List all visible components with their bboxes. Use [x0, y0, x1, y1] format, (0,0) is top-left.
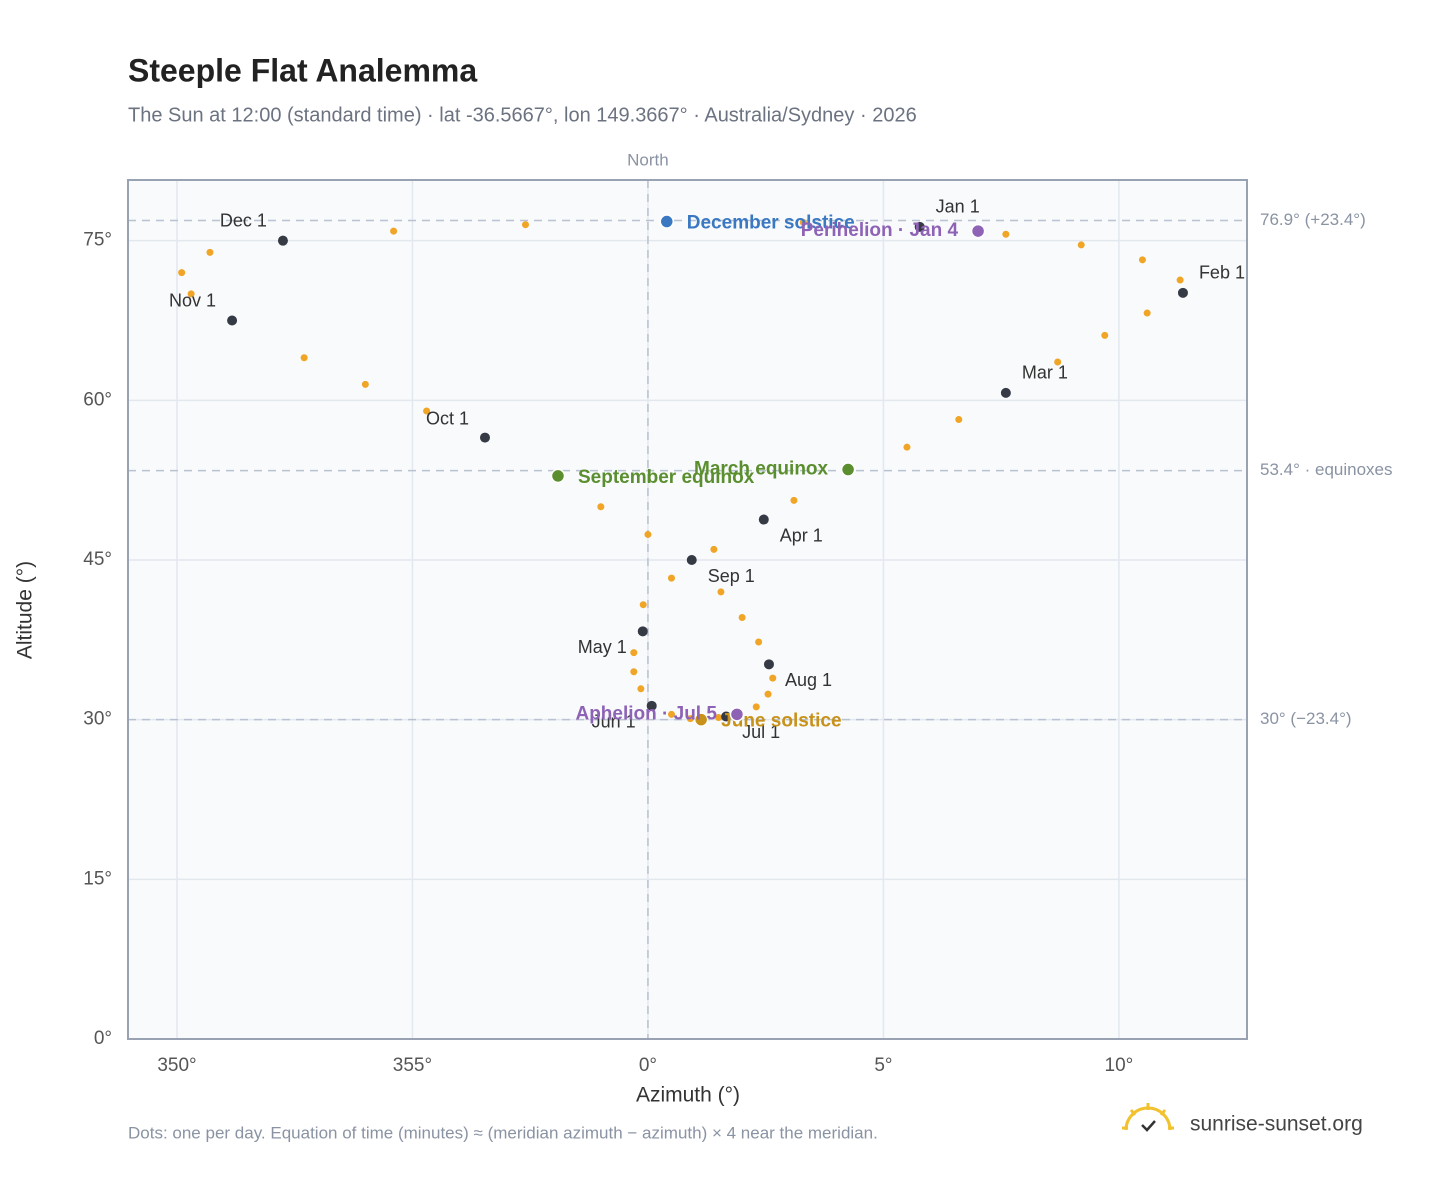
y-tick-label: 75°	[83, 230, 112, 251]
day-dot	[686, 715, 694, 723]
y-tick-label: 60°	[83, 389, 112, 410]
plot-frame	[127, 179, 1248, 1040]
day-dot	[1077, 241, 1085, 249]
event-label: September equinox	[578, 467, 755, 488]
day-dot	[1002, 230, 1010, 238]
day-dot	[790, 496, 798, 504]
day-dot	[630, 649, 638, 657]
chart-title: Steeple Flat Analemma	[128, 52, 477, 88]
grid	[128, 180, 1247, 1040]
month-label: Jan 1	[936, 197, 980, 217]
day-dot	[1138, 256, 1146, 264]
brand: sunrise-sunset.org	[1190, 1113, 1363, 1136]
month-dot	[1000, 387, 1011, 398]
month-dot	[686, 555, 697, 566]
day-dot	[1101, 331, 1109, 339]
y-tick-label: 45°	[83, 549, 112, 570]
reference-label: 53.4° · equinoxes	[1260, 460, 1393, 479]
month-label: Oct 1	[426, 408, 469, 428]
x-tick-label: 0°	[639, 1055, 657, 1076]
month-label: Feb 1	[1199, 263, 1245, 283]
day-dot	[300, 354, 308, 362]
meridian-label: North	[627, 150, 669, 169]
day-dot	[799, 219, 807, 227]
month-label: Aug 1	[785, 670, 832, 690]
day-dot	[637, 685, 645, 693]
day-dot	[955, 415, 963, 423]
month-dot	[1177, 287, 1188, 298]
month-dot	[914, 221, 925, 232]
event-dot	[729, 707, 745, 722]
footnote: Dots: one per day. Equation of time (min…	[128, 1123, 878, 1142]
month-label: May 1	[578, 637, 627, 657]
event-label: Perihelion · Jan 4	[801, 220, 959, 241]
day-dot	[755, 638, 763, 646]
event-dot	[840, 462, 856, 477]
month-label: Sep 1	[708, 566, 755, 586]
month-label: Apr 1	[780, 525, 823, 545]
chart-subtitle: The Sun at 12:00 (standard time) · lat -…	[128, 104, 917, 126]
day-dot	[903, 443, 911, 451]
day-dot	[630, 668, 638, 676]
event-dot	[970, 223, 986, 239]
month-dot	[721, 711, 732, 722]
day-dot	[1054, 358, 1062, 366]
event-label: June solstice	[721, 711, 841, 732]
x-tick-label: 355°	[393, 1055, 432, 1076]
month-dot	[646, 700, 657, 711]
month-label: Mar 1	[1022, 363, 1068, 383]
day-dot	[644, 530, 652, 538]
month-dot	[227, 315, 238, 326]
x-axis-label: Azimuth (°)	[636, 1084, 740, 1107]
day-dot	[187, 290, 195, 298]
y-tick-label: 0°	[94, 1028, 112, 1049]
day-dot	[769, 674, 777, 682]
month-label: Jun 1	[592, 712, 636, 732]
day-dot	[521, 221, 529, 229]
y-tick-label: 30°	[83, 709, 112, 730]
day-dot	[667, 574, 675, 582]
month-dot	[637, 626, 648, 637]
day-dot	[738, 613, 746, 621]
event-dot	[550, 468, 566, 484]
plot-area	[128, 180, 1247, 1039]
month-label: Nov 1	[169, 290, 216, 310]
event-dot	[693, 712, 709, 727]
day-dot	[717, 588, 725, 596]
y-axis-label: Altitude (°)	[14, 561, 37, 659]
event-label: Aphelion · Jul 5	[575, 703, 717, 724]
day-dot	[1176, 276, 1184, 284]
x-tick-label: 10°	[1105, 1055, 1134, 1076]
brand-logo	[1122, 1103, 1174, 1132]
day-dot	[361, 380, 369, 388]
day-dot	[390, 227, 398, 235]
month-dot	[479, 432, 490, 443]
month-label: Dec 1	[220, 210, 267, 230]
event-dot	[659, 214, 675, 229]
event-label: December solstice	[687, 213, 855, 234]
day-dot	[1143, 309, 1151, 317]
day-dot	[206, 248, 214, 256]
day-dot	[710, 545, 718, 553]
day-dot	[639, 601, 647, 609]
reference-label: 30° (−23.4°)	[1260, 709, 1352, 728]
month-label: Jul 1	[742, 722, 780, 742]
day-dot	[715, 714, 723, 722]
month-dot	[758, 514, 769, 525]
month-dot	[277, 235, 288, 246]
month-dot	[763, 659, 774, 670]
day-dot	[764, 690, 772, 698]
day-dot	[597, 503, 605, 511]
x-tick-label: 350°	[157, 1055, 196, 1076]
x-tick-label: 5°	[874, 1055, 892, 1076]
marks: Jan 1 Feb 1 Mar 1 Apr 1 May 1 Jun 1 Jul 1 Aug 1…	[169, 197, 1245, 743]
event-label: March equinox	[694, 459, 829, 480]
day-dot	[667, 710, 675, 718]
reference-label: 76.9° (+23.4°)	[1260, 210, 1366, 229]
day-dot	[752, 703, 760, 711]
day-dot	[423, 407, 431, 415]
y-tick-label: 15°	[83, 868, 112, 889]
day-dot	[178, 269, 186, 277]
